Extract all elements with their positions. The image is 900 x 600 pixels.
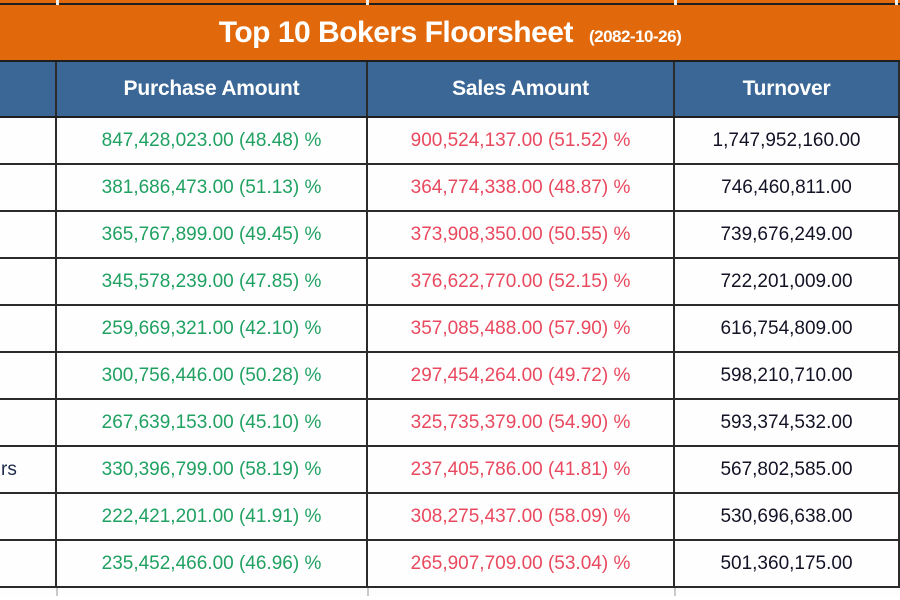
purchase-amount-cell: 235,452,466.00 (46.96) % bbox=[57, 541, 368, 586]
turnover-cell: 593,374,532.00 bbox=[675, 400, 900, 445]
purchase-amount-cell: 847,428,023.00 (48.48) % bbox=[57, 118, 368, 163]
purchase-amount-cell: 381,686,473.00 (51.13) % bbox=[57, 165, 368, 210]
broker-edge-cell bbox=[0, 353, 57, 398]
sales-amount-cell: 900,524,137.00 (51.52) % bbox=[368, 118, 675, 163]
grid-tick bbox=[56, 0, 59, 5]
table-row: 300,756,446.00 (50.28) % 297,454,264.00 … bbox=[0, 353, 900, 400]
grid-tick bbox=[895, 0, 898, 5]
column-header-broker bbox=[0, 62, 57, 116]
purchase-amount-cell: 345,578,239.00 (47.85) % bbox=[57, 259, 368, 304]
column-header-sales: Sales Amount bbox=[368, 62, 675, 116]
turnover-cell: 598,210,710.00 bbox=[675, 353, 900, 398]
page-title: Top 10 Bokers Floorsheet bbox=[218, 16, 574, 49]
sales-amount-cell: 373,908,350.00 (50.55) % bbox=[368, 212, 675, 257]
purchase-amount-cell: 222,421,201.00 (41.91) % bbox=[57, 494, 368, 539]
broker-edge-cell bbox=[0, 165, 57, 210]
broker-edge-cell bbox=[0, 118, 57, 163]
turnover-cell: 722,201,009.00 bbox=[675, 259, 900, 304]
table-row: 222,421,201.00 (41.91) % 308,275,437.00 … bbox=[0, 494, 900, 541]
sales-amount-cell: 376,622,770.00 (52.15) % bbox=[368, 259, 675, 304]
turnover-cell: 530,696,638.00 bbox=[675, 494, 900, 539]
broker-edge-cell bbox=[0, 400, 57, 445]
broker-edge-cell bbox=[0, 212, 57, 257]
sales-amount-cell: 308,275,437.00 (58.09) % bbox=[368, 494, 675, 539]
grid-tick bbox=[367, 588, 369, 596]
cropped-area-below bbox=[0, 588, 900, 596]
title-banner: Top 10 Bokers Floorsheet (2082-10-26) bbox=[0, 5, 900, 62]
grid-tick bbox=[56, 588, 58, 596]
table-body: 847,428,023.00 (48.48) % 900,524,137.00 … bbox=[0, 118, 900, 588]
table-row: 267,639,153.00 (45.10) % 325,735,379.00 … bbox=[0, 400, 900, 447]
sales-amount-cell: 265,907,709.00 (53.04) % bbox=[368, 541, 675, 586]
sales-amount-cell: 357,085,488.00 (57.90) % bbox=[368, 306, 675, 351]
table-header: Purchase Amount Sales Amount Turnover bbox=[0, 62, 900, 118]
purchase-amount-cell: 267,639,153.00 (45.10) % bbox=[57, 400, 368, 445]
table-row: 259,669,321.00 (42.10) % 357,085,488.00 … bbox=[0, 306, 900, 353]
column-header-purchase: Purchase Amount bbox=[57, 62, 368, 116]
purchase-amount-cell: 365,767,899.00 (49.45) % bbox=[57, 212, 368, 257]
grid-tick bbox=[674, 588, 676, 596]
turnover-cell: 501,360,175.00 bbox=[675, 541, 900, 586]
grid-tick bbox=[366, 0, 369, 5]
broker-edge-cell bbox=[0, 494, 57, 539]
grid-tick bbox=[674, 0, 677, 5]
purchase-amount-cell: 330,396,799.00 (58.19) % bbox=[57, 447, 368, 492]
table-row: 345,578,239.00 (47.85) % 376,622,770.00 … bbox=[0, 259, 900, 306]
turnover-cell: 1,747,952,160.00 bbox=[675, 118, 900, 163]
table-row: rs 330,396,799.00 (58.19) % 237,405,786.… bbox=[0, 447, 900, 494]
broker-edge-cell bbox=[0, 541, 57, 586]
table-row: 847,428,023.00 (48.48) % 900,524,137.00 … bbox=[0, 118, 900, 165]
broker-edge-cell: rs bbox=[0, 447, 57, 492]
sales-amount-cell: 364,774,338.00 (48.87) % bbox=[368, 165, 675, 210]
sales-amount-cell: 297,454,264.00 (49.72) % bbox=[368, 353, 675, 398]
cropped-row-above bbox=[0, 0, 900, 5]
broker-edge-cell bbox=[0, 306, 57, 351]
turnover-cell: 567,802,585.00 bbox=[675, 447, 900, 492]
table-row: 235,452,466.00 (46.96) % 265,907,709.00 … bbox=[0, 541, 900, 588]
sales-amount-cell: 237,405,786.00 (41.81) % bbox=[368, 447, 675, 492]
purchase-amount-cell: 259,669,321.00 (42.10) % bbox=[57, 306, 368, 351]
sales-amount-cell: 325,735,379.00 (54.90) % bbox=[368, 400, 675, 445]
table-row: 365,767,899.00 (49.45) % 373,908,350.00 … bbox=[0, 212, 900, 259]
column-header-turnover: Turnover bbox=[675, 62, 900, 116]
turnover-cell: 739,676,249.00 bbox=[675, 212, 900, 257]
report-date: (2082-10-26) bbox=[588, 27, 682, 46]
purchase-amount-cell: 300,756,446.00 (50.28) % bbox=[57, 353, 368, 398]
broker-edge-cell bbox=[0, 259, 57, 304]
table-row: 381,686,473.00 (51.13) % 364,774,338.00 … bbox=[0, 165, 900, 212]
turnover-cell: 616,754,809.00 bbox=[675, 306, 900, 351]
turnover-cell: 746,460,811.00 bbox=[675, 165, 900, 210]
